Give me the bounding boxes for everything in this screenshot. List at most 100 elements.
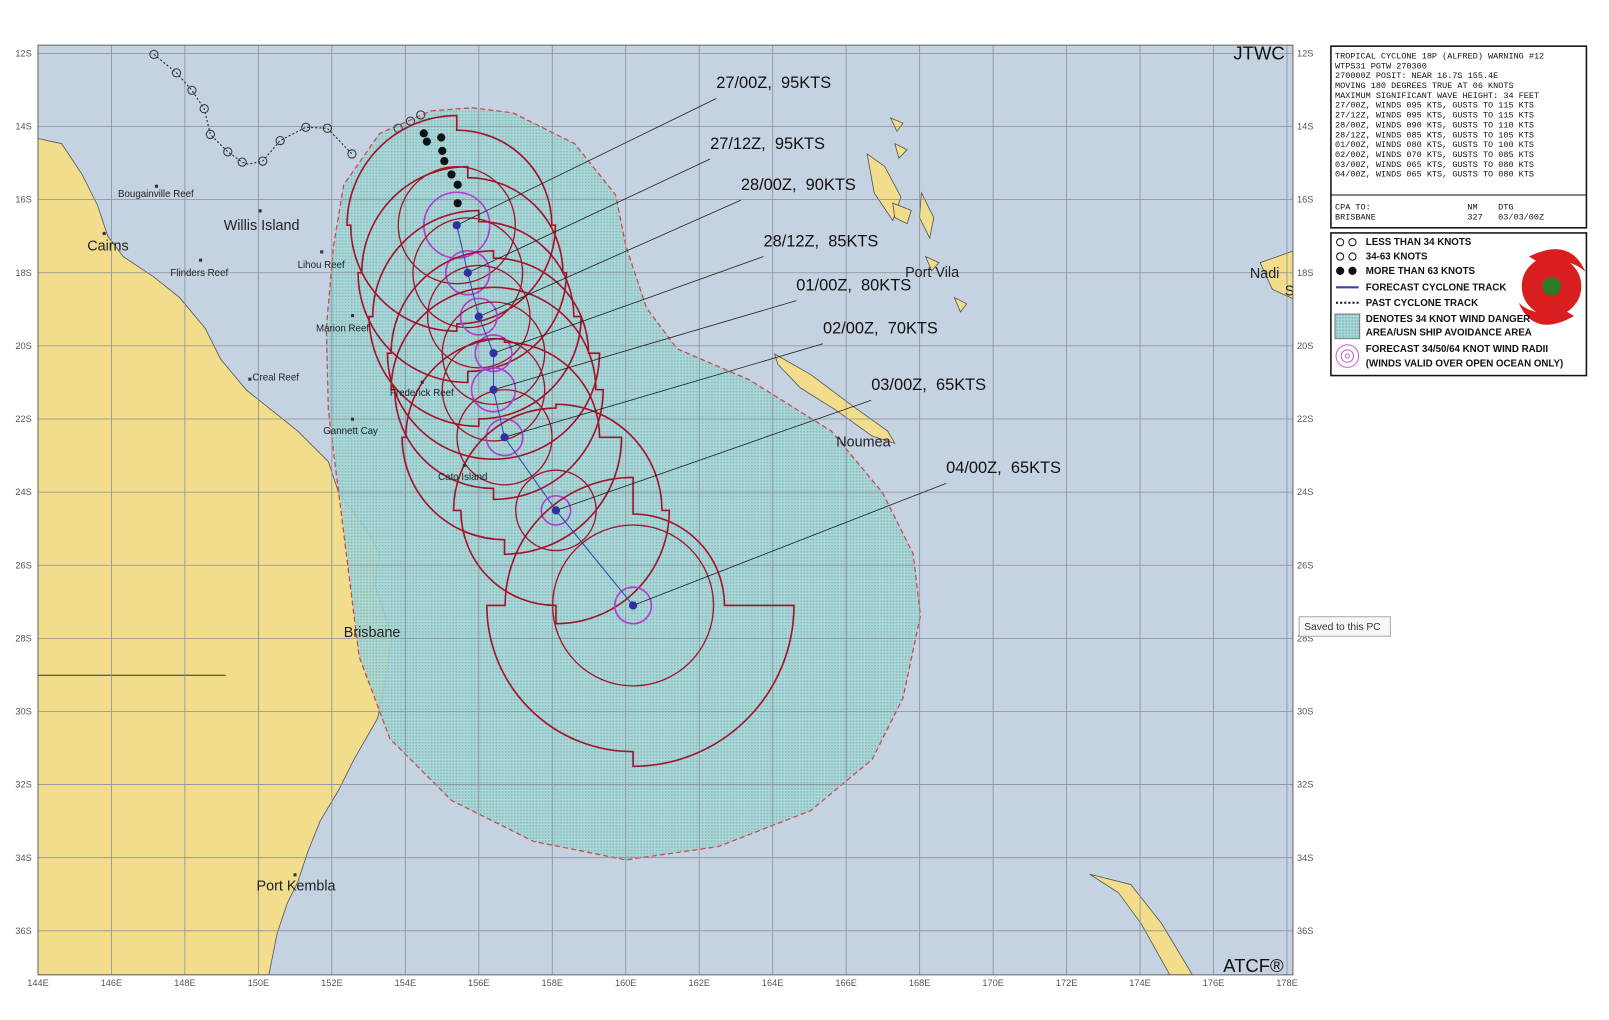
place-labels: Cairns Bougainville Reef Willis Island L… [87,189,1293,895]
warning-line: 28/00Z, WINDS 090 KTS, GUSTS TO 110 KTS [1335,120,1534,130]
map-body: 27/00Z, 95KTS 27/12Z, 95KTS 28/00Z, 90KTS 2… [37,45,1293,975]
cpa-header: CPA TO: [1335,202,1371,212]
past-position [422,137,431,146]
past-positions [149,49,426,167]
lat-tick-label: 34S [15,853,31,863]
past-position [453,180,462,189]
lon-tick-label: 172E [1056,978,1078,988]
forecast-position [489,385,498,394]
legend-entry: MORE THAN 63 KNOTS [1366,266,1476,277]
cpa-value: BRISBANE [1335,213,1376,223]
past-position [149,49,159,60]
radius-34kt [401,337,623,556]
forecast-position [474,312,483,321]
legend-entry: DENOTES 34 KNOT WIND DANGER [1366,314,1530,325]
place-marker [350,314,355,318]
leader-line [555,399,872,511]
logo-swirl [1528,249,1586,272]
past-position [453,199,462,208]
lon-tick-label: 156E [468,978,490,988]
past-position [275,135,285,146]
forecast-position [628,601,638,610]
place-label: Flinders Reef [170,268,228,279]
lat-tick-label: 24S [15,487,31,497]
legend-entry: FORECAST CYCLONE TRACK [1366,282,1507,293]
tooltip: Saved to this PC [1298,616,1391,637]
forecast-label: 03/00Z, 65KTS [871,376,986,394]
forecast-position [489,349,498,358]
legend-entry: AREA/USN SHIP AVOIDANCE AREA [1366,328,1532,339]
forecast-position [452,221,461,230]
past-position [437,133,446,142]
lat-tick-label: 16S [1297,195,1313,205]
cpa-header: NM [1467,202,1477,212]
warning-line: 270000Z POSIT: NEAR 16.7S 155.4E [1335,71,1498,81]
radius-64kt [485,418,524,457]
vanuatu [892,202,912,225]
legend-symbol [1336,238,1345,247]
place-marker [293,873,297,877]
radius-50kt [515,469,597,552]
place-marker [258,209,262,213]
logo-swirl [1518,302,1575,325]
place-label: Cairns [87,238,128,254]
legend-symbol [1336,266,1345,276]
legend-symbol [1334,313,1361,340]
past-position [258,156,268,166]
lon-tick-label: 148E [174,978,196,988]
lon-tick-label: 168E [909,978,931,988]
land [37,117,1293,975]
lon-tick-label: 158E [542,978,564,988]
lon-tick-label: 152E [321,978,343,988]
place-label: Bougainville Reef [118,189,194,200]
warning-line: 28/12Z, WINDS 085 KTS, GUSTS TO 105 KTS [1335,130,1534,140]
lon-tick-label: 176E [1203,978,1225,988]
legend-symbol [1348,252,1357,261]
place-marker [420,380,424,384]
warning-line: 02/00Z, WINDS 070 KTS, GUSTS TO 085 KTS [1335,150,1534,160]
past-position [447,170,456,179]
legend-symbol [1340,349,1355,363]
lat-tick-label: 36S [1297,926,1313,936]
forecast-position [500,433,509,442]
vanuatu [919,191,935,240]
past-position [322,123,332,133]
radius-34kt [346,114,557,333]
radius-50kt [412,217,524,329]
radius-34kt [386,249,601,461]
cpa-header: DTG [1498,202,1513,212]
warning-line: 27/00Z, WINDS 095 KTS, GUSTS TO 115 KTS [1335,101,1534,111]
place-label: Cato Island [438,472,487,483]
lon-tick-label: 166E [835,978,857,988]
map-frame [37,44,1294,976]
radius-34kt [390,286,605,501]
warning-line: 03/00Z, WINDS 065 KTS, GUSTS TO 080 KTS [1335,160,1534,170]
place-label: Nadi [1250,266,1280,282]
place-markers [102,184,466,877]
agency-label: JTWC [1233,43,1284,64]
past-position [237,157,247,167]
radius-34kt [357,165,568,384]
radius-64kt [459,297,498,336]
tooltip-text: Saved to this PC [1304,622,1381,633]
place-marker [320,250,324,254]
place-label: Brisbane [344,625,401,641]
warning-frame [1330,45,1588,229]
lon-tick-label: 150E [248,978,270,988]
place-marker [462,463,466,467]
place-label: Willis Island [224,218,300,234]
past-position [301,122,311,132]
system-label: ATCF® [1223,955,1284,976]
forecast-position [463,268,472,277]
forecast-label: 27/00Z, 95KTS [716,74,831,92]
place-label: Port Vila [905,265,959,281]
warning-box: TROPICAL CYCLONE 18P (ALFRED) WARNING #1… [1330,45,1588,229]
forecast-label: 27/12Z, 95KTS [710,135,825,153]
lon-tick-label: 144E [27,978,49,988]
lat-tick-label: 22S [15,414,31,424]
legend-symbol [1336,252,1345,261]
lat-tick-label: 14S [15,122,31,132]
grid [37,45,1293,975]
radius-50kt [456,389,553,486]
